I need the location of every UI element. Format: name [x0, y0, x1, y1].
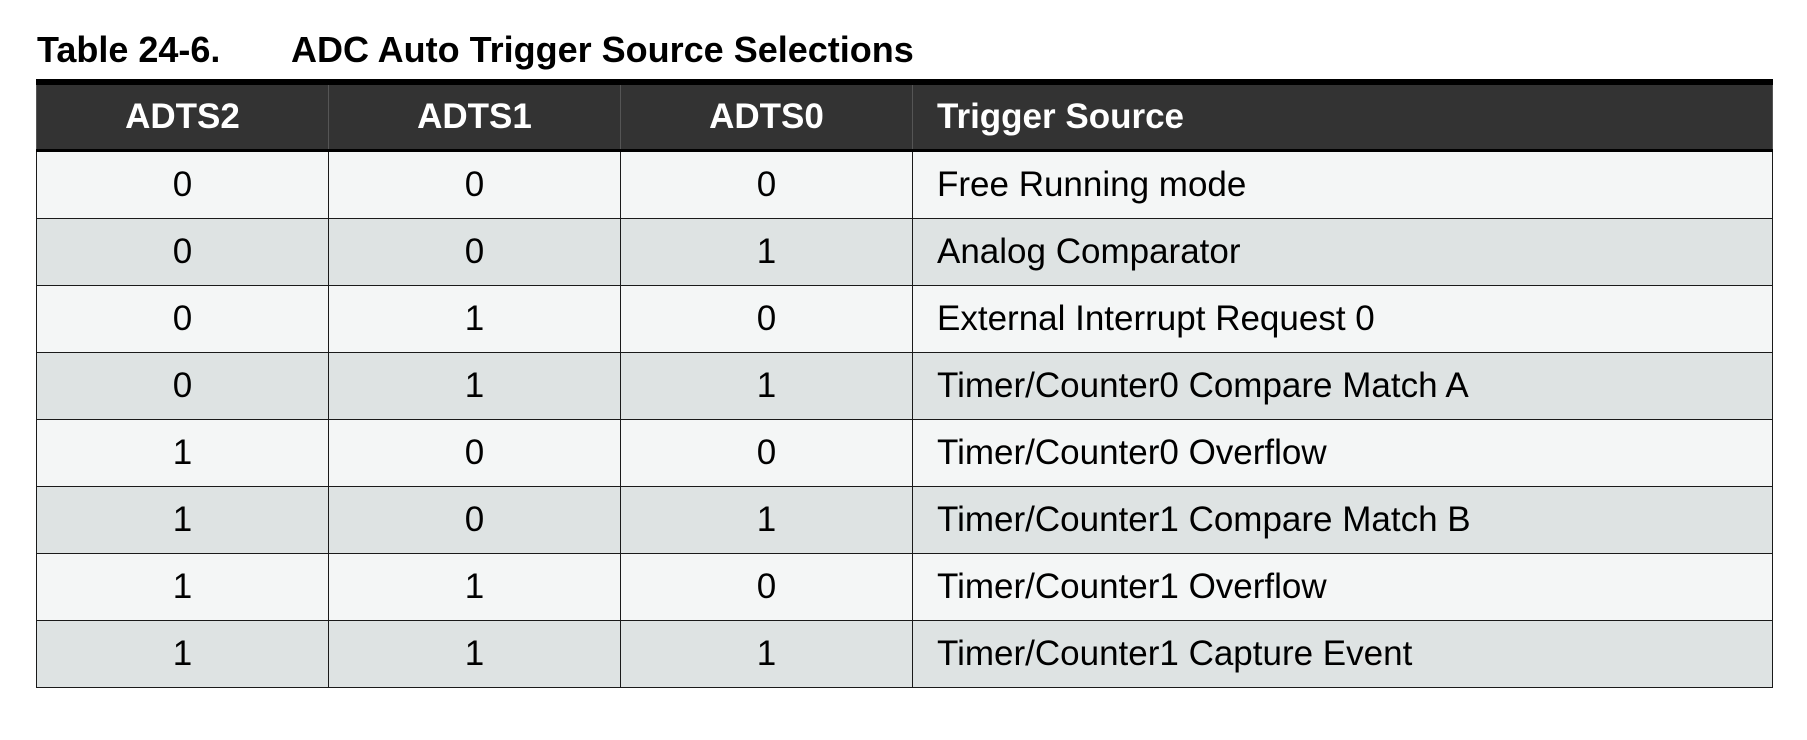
header-adts0: ADTS0: [620, 81, 913, 152]
cell-adts0: 1: [620, 218, 913, 286]
table-row: 0 0 0 Free Running mode: [36, 150, 1773, 219]
cell-trigger-source: Free Running mode: [912, 150, 1773, 219]
cell-adts2: 1: [36, 419, 329, 487]
cell-adts1: 0: [328, 218, 621, 286]
cell-adts1: 1: [328, 285, 621, 353]
table-body: 0 0 0 Free Running mode 0 0 1 Analog Com…: [36, 150, 1773, 688]
table-header: ADTS2 ADTS1 ADTS0 Trigger Source: [36, 81, 1773, 152]
cell-trigger-source: Timer/Counter0 Compare Match A: [912, 352, 1773, 420]
cell-adts0: 0: [620, 150, 913, 219]
cell-adts2: 1: [36, 553, 329, 621]
table-row: 0 0 1 Analog Comparator: [36, 218, 1773, 286]
cell-adts0: 0: [620, 419, 913, 487]
cell-trigger-source: Timer/Counter1 Overflow: [912, 553, 1773, 621]
header-adts2: ADTS2: [36, 81, 329, 152]
cell-trigger-source: Timer/Counter1 Compare Match B: [912, 486, 1773, 554]
table-row: 0 1 1 Timer/Counter0 Compare Match A: [36, 352, 1773, 420]
cell-adts1: 0: [328, 150, 621, 219]
cell-adts0: 1: [620, 620, 913, 688]
cell-adts1: 1: [328, 553, 621, 621]
cell-adts0: 1: [620, 486, 913, 554]
table-caption: Table 24-6. ADC Auto Trigger Source Sele…: [37, 22, 914, 78]
cell-trigger-source: Analog Comparator: [912, 218, 1773, 286]
table-title: ADC Auto Trigger Source Selections: [291, 29, 914, 70]
cell-adts1: 0: [328, 486, 621, 554]
cell-adts2: 0: [36, 285, 329, 353]
table-row: 1 0 0 Timer/Counter0 Overflow: [36, 419, 1773, 487]
table-row: 1 0 1 Timer/Counter1 Compare Match B: [36, 486, 1773, 554]
cell-adts0: 1: [620, 352, 913, 420]
cell-adts2: 0: [36, 150, 329, 219]
cell-adts1: 0: [328, 419, 621, 487]
cell-trigger-source: Timer/Counter1 Capture Event: [912, 620, 1773, 688]
trigger-source-table: ADTS2 ADTS1 ADTS0 Trigger Source 0 0 0 F…: [36, 79, 1773, 688]
cell-adts0: 0: [620, 285, 913, 353]
table-number: Table 24-6.: [37, 29, 221, 70]
cell-adts0: 0: [620, 553, 913, 621]
cell-trigger-source: Timer/Counter0 Overflow: [912, 419, 1773, 487]
cell-adts2: 0: [36, 218, 329, 286]
header-row: ADTS2 ADTS1 ADTS0 Trigger Source: [36, 81, 1773, 152]
cell-adts2: 0: [36, 352, 329, 420]
cell-adts2: 1: [36, 620, 329, 688]
table-row: 0 1 0 External Interrupt Request 0: [36, 285, 1773, 353]
header-adts1: ADTS1: [328, 81, 621, 152]
cell-trigger-source: External Interrupt Request 0: [912, 285, 1773, 353]
cell-adts1: 1: [328, 620, 621, 688]
cell-adts2: 1: [36, 486, 329, 554]
header-trigger-source: Trigger Source: [912, 81, 1773, 152]
cell-adts1: 1: [328, 352, 621, 420]
table-row: 1 1 1 Timer/Counter1 Capture Event: [36, 620, 1773, 688]
table-row: 1 1 0 Timer/Counter1 Overflow: [36, 553, 1773, 621]
